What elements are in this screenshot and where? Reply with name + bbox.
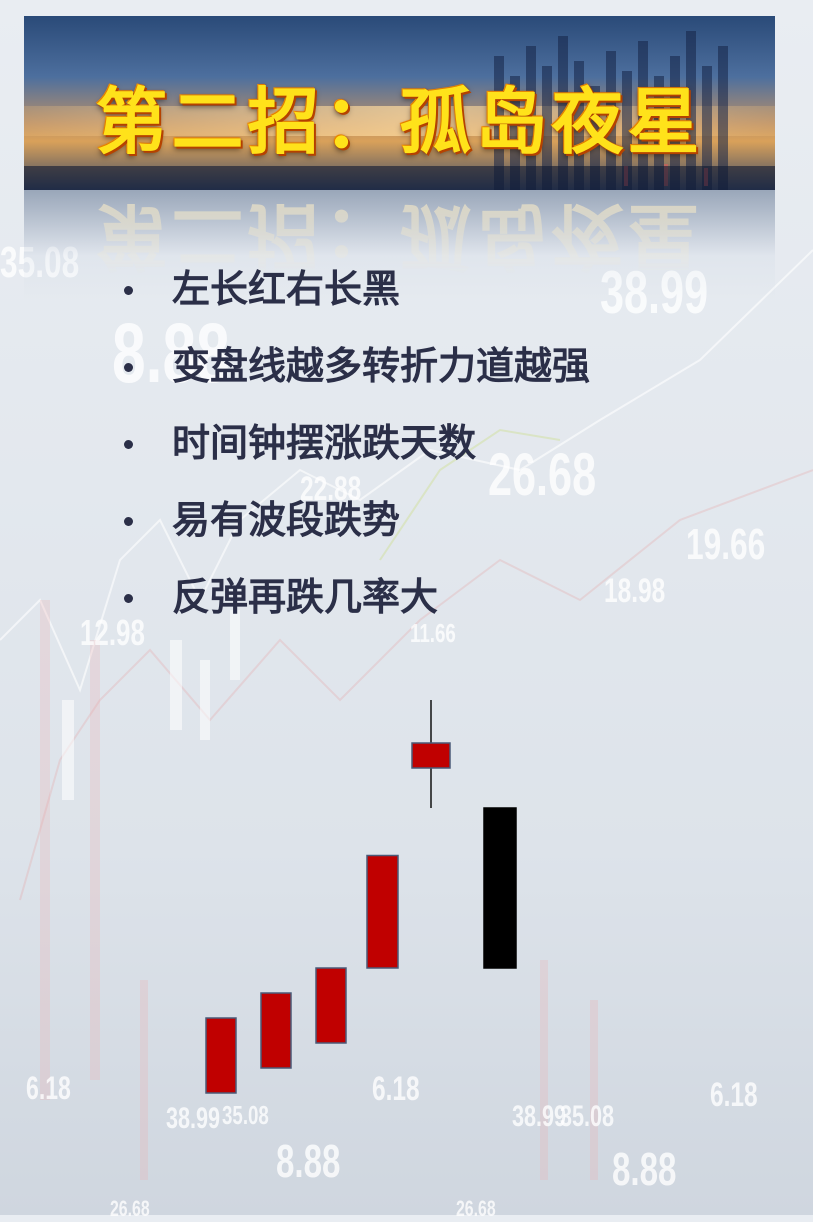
bg-number: 6.18	[710, 1076, 758, 1114]
banner-glow	[24, 106, 775, 136]
bullet-text: 左长红右长黑	[172, 267, 401, 311]
red-candle	[411, 700, 451, 808]
bg-number: 26.68	[456, 1196, 496, 1221]
bg-number: 6.18	[372, 1070, 420, 1108]
bg-number: 18.98	[604, 572, 666, 610]
bg-number: 8.88	[612, 1143, 677, 1195]
bg-number: 8.88	[276, 1135, 341, 1187]
bullet-item: 时间钟摆涨跌天数	[120, 412, 590, 489]
bullet-text: 易有波段跌势	[172, 498, 401, 542]
candlestick-diagram	[205, 700, 517, 1094]
candle-body	[483, 807, 517, 969]
red-candle	[366, 854, 399, 969]
bg-number: 38.99	[512, 1100, 567, 1133]
bg-number: 35.08	[560, 1100, 615, 1133]
candle-body	[260, 992, 292, 1069]
bullet-dot-icon	[124, 363, 133, 372]
bullet-text: 时间钟摆涨跌天数	[172, 421, 477, 465]
bg-number: 26.68	[488, 441, 597, 508]
bg-number: 6.18	[26, 1070, 71, 1106]
bg-number: 22.88	[300, 470, 362, 508]
bg-number: 11.66	[410, 618, 456, 648]
bg-number: 38.99	[166, 1102, 221, 1135]
bullet-text: 变盘线越多转折力道越强	[172, 344, 591, 388]
red-candle	[205, 1017, 237, 1094]
candle-body	[315, 967, 347, 1044]
bg-number: 19.66	[686, 520, 766, 569]
candle-body	[205, 1017, 237, 1094]
red-candle	[260, 992, 292, 1069]
bullet-item: 易有波段跌势	[120, 489, 590, 566]
banner-reflection: 第二招：孤岛夜星	[24, 190, 775, 300]
bullet-dot-icon	[124, 594, 133, 603]
candle-body	[411, 742, 451, 769]
bullet-dot-icon	[124, 440, 133, 449]
black-candle	[483, 807, 517, 969]
bullet-dot-icon	[124, 286, 133, 295]
red-candle	[315, 967, 347, 1044]
bullet-text: 反弹再跌几率大	[172, 575, 439, 619]
bullet-dot-icon	[124, 517, 133, 526]
title-banner: 第二招：孤岛夜星	[24, 16, 775, 190]
banner-skyline	[24, 31, 775, 190]
banner-title: 第二招：孤岛夜星	[95, 80, 704, 164]
bullet-item: 左长红右长黑	[120, 258, 590, 335]
bullet-item: 反弹再跌几率大	[120, 566, 590, 643]
bg-number: 26.68	[110, 1196, 150, 1221]
bg-number: 35.08	[222, 1100, 269, 1130]
bg-number: 8.88	[112, 306, 230, 400]
bg-number: 12.98	[80, 612, 145, 653]
bullet-item: 变盘线越多转折力道越强	[120, 335, 590, 412]
candle-body	[366, 854, 399, 969]
bullet-list: 左长红右长黑 变盘线越多转折力道越强 时间钟摆涨跌天数 易有波段跌势 反弹再跌几…	[120, 258, 590, 643]
